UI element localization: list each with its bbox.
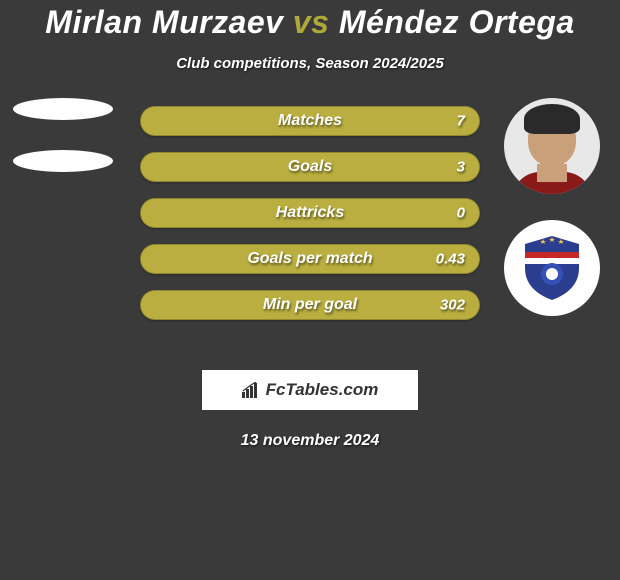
- player2-name: Méndez Ortega: [339, 4, 575, 40]
- player2-avatar: [504, 98, 600, 194]
- player2-graphics: [502, 98, 602, 316]
- brand-watermark: FcTables.com: [202, 370, 418, 410]
- vs-label: vs: [293, 4, 330, 40]
- comparison-title: Mirlan Murzaev vs Méndez Ortega: [0, 0, 620, 41]
- stat-bar-fill: [141, 291, 479, 319]
- content-area: Matches7 Goals3 Hattricks0 Goals per match0…: [0, 102, 620, 352]
- player1-avatar-placeholder: [13, 98, 113, 120]
- stat-bar: Hattricks0: [140, 198, 480, 228]
- stat-bar-fill: [141, 199, 479, 227]
- stat-bar-fill: [141, 153, 479, 181]
- snapshot-date: 13 november 2024: [0, 432, 620, 450]
- stat-bar: Min per goal302: [140, 290, 480, 320]
- stat-bar: Goals3: [140, 152, 480, 182]
- club-shield-icon: [521, 234, 583, 302]
- player1-graphics: [8, 98, 118, 202]
- player2-club-badge: [504, 220, 600, 316]
- player1-club-placeholder: [13, 150, 113, 172]
- stat-bar-fill: [141, 245, 479, 273]
- stat-bar: Goals per match0.43: [140, 244, 480, 274]
- brand-chart-icon: [242, 382, 260, 398]
- brand-text: FcTables.com: [266, 380, 379, 400]
- subtitle: Club competitions, Season 2024/2025: [0, 55, 620, 72]
- stats-list: Matches7 Goals3 Hattricks0 Goals per match0…: [140, 106, 480, 320]
- stat-bar: Matches7: [140, 106, 480, 136]
- stat-bar-fill: [141, 107, 479, 135]
- title-heading: Mirlan Murzaev vs Méndez Ortega: [0, 4, 620, 41]
- player1-name: Mirlan Murzaev: [45, 4, 283, 40]
